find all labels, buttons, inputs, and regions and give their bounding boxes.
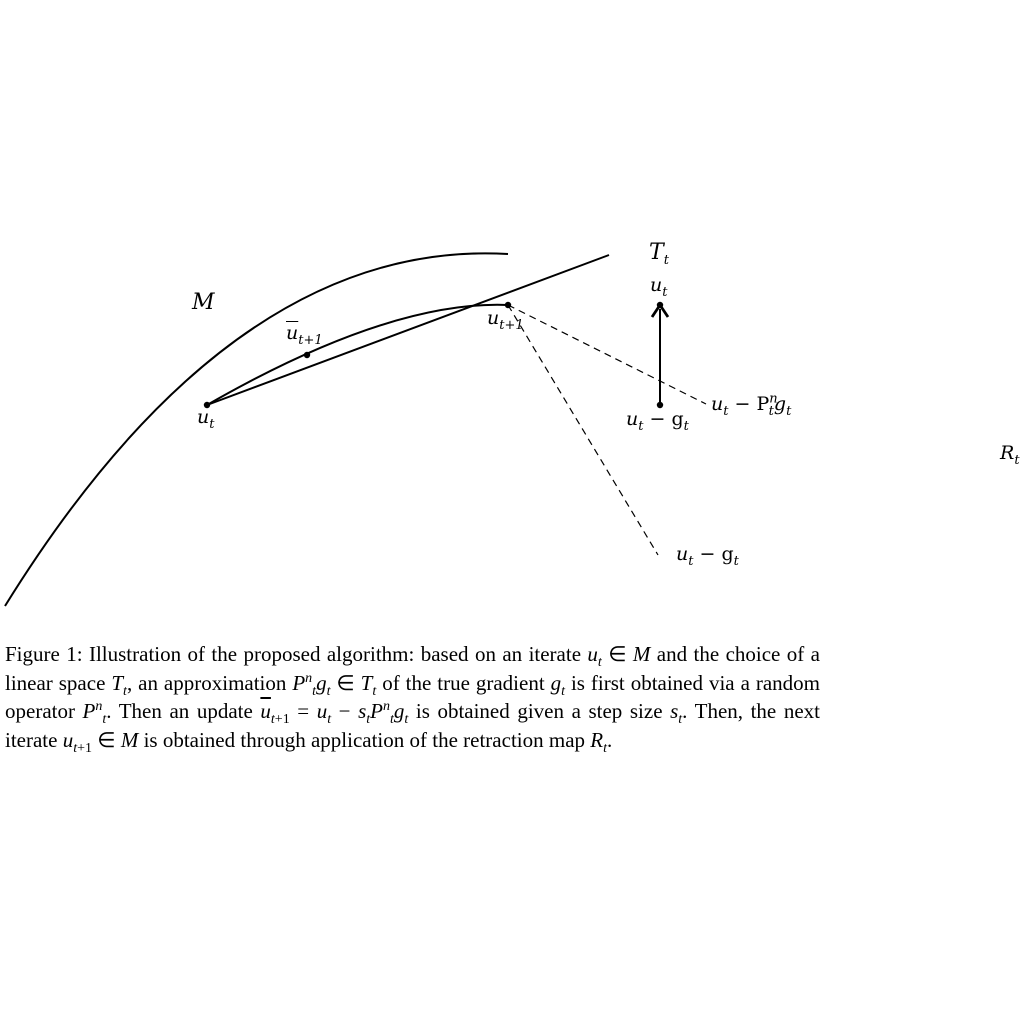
u-minus-projected-gradient-label: ut − Pntgt (711, 391, 792, 419)
u-t-label: ut (197, 406, 215, 432)
u-minus-g-vector-label: ut − gt (626, 408, 689, 434)
retraction-curve (206, 303, 509, 406)
manifold-curve (4, 252, 509, 607)
u-minus-g-bottom-label: ut − gt (676, 543, 739, 569)
tangent-space-label: Tt (649, 240, 669, 268)
point-u-minus-g (656, 401, 664, 409)
dashed-line-to-gradient (507, 304, 659, 556)
dashed-line-to-projected (507, 304, 707, 405)
u-bar-next-label: ut+1 (286, 322, 323, 348)
point-u-t (203, 401, 211, 409)
point-u-bar-next (303, 351, 311, 359)
u-next-label: ut+1 (487, 307, 524, 333)
tangent-line (206, 254, 610, 406)
u-t-top-label: ut (650, 274, 668, 300)
manifold-label: M (192, 290, 215, 315)
figure-caption: Figure 1: Illustration of the proposed a… (5, 642, 820, 756)
point-u-next (504, 301, 512, 309)
point-u-t-top (656, 301, 664, 309)
retraction-map-label: Rt (1000, 442, 1020, 468)
